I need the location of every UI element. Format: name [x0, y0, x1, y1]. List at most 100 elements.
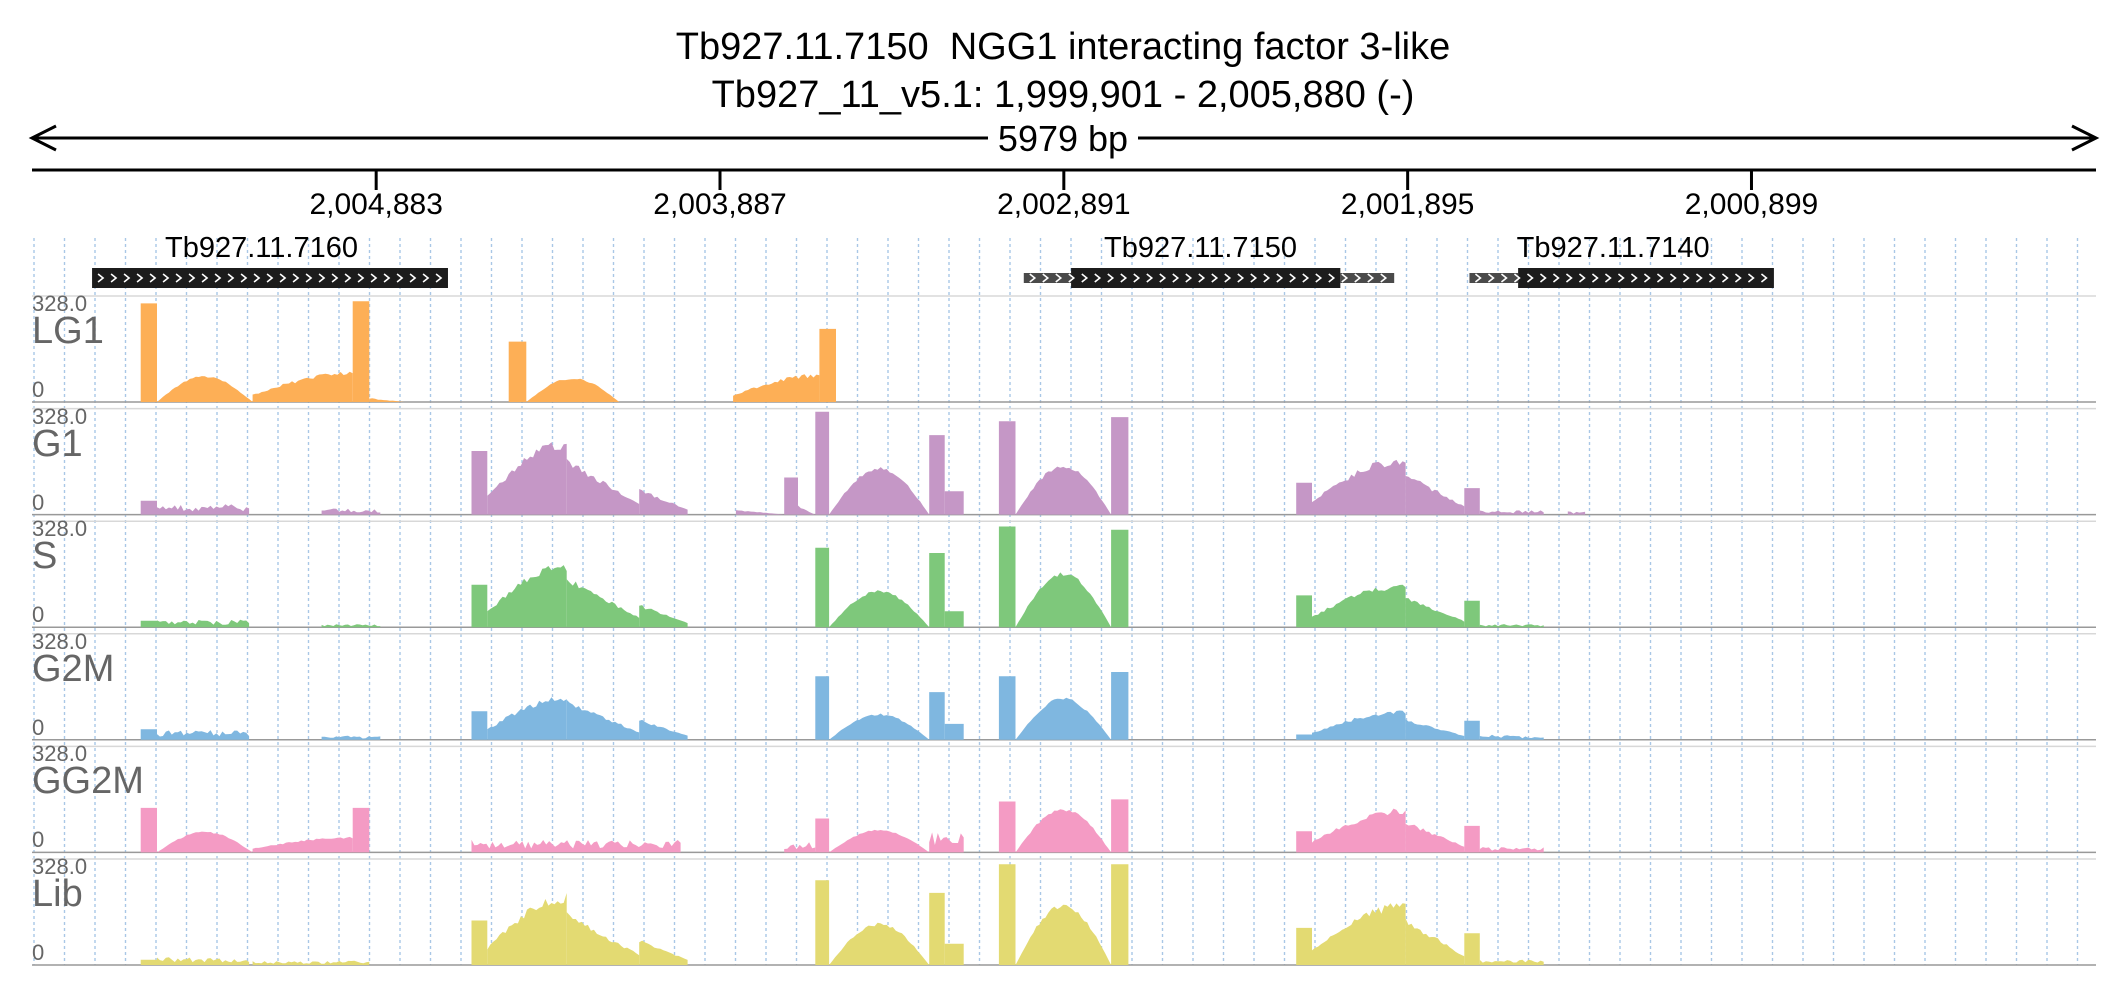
track-name: Lib	[32, 873, 83, 915]
track-min-label: 0	[32, 602, 45, 628]
strand-chevron	[97, 273, 105, 283]
coverage-bar	[929, 832, 964, 853]
track-min-label: 0	[32, 940, 45, 965]
strand-chevron	[1526, 273, 1534, 283]
coverage-bar	[1464, 600, 1480, 628]
coverage-bar	[639, 605, 688, 628]
strand-chevron	[1630, 273, 1638, 283]
coverage-bar	[998, 801, 1016, 853]
coverage-bar	[1479, 959, 1544, 965]
coverage-bar	[815, 818, 830, 853]
strand-chevron	[1159, 273, 1167, 283]
coverage-bar	[944, 491, 964, 515]
coverage-bar	[508, 341, 527, 402]
strand-chevron	[1617, 273, 1625, 283]
strand-chevron	[1513, 273, 1521, 283]
coverage-bar	[1567, 511, 1586, 515]
coverage-bar	[487, 442, 567, 515]
strand-chevron	[1669, 273, 1677, 283]
strand-chevron	[1643, 273, 1651, 283]
strand-chevron	[1708, 273, 1716, 283]
coverage-bar	[1464, 825, 1480, 853]
gene-model[interactable]	[1023, 268, 1395, 288]
coverage-bar	[929, 892, 945, 965]
strand-chevron	[227, 273, 235, 283]
gene-label[interactable]: Tb927.11.7150	[1103, 232, 1297, 264]
gene-label[interactable]: Tb927.11.7140	[1516, 232, 1710, 264]
cds-block	[1518, 268, 1774, 288]
strand-chevron	[344, 273, 352, 283]
coverage-bar	[829, 590, 930, 628]
strand-chevron	[318, 273, 326, 283]
coverage-bar	[1479, 624, 1544, 628]
strand-chevron	[1029, 273, 1037, 283]
gene-model[interactable]	[1469, 268, 1774, 288]
track-name: LG1	[32, 310, 104, 352]
track-name: S	[32, 535, 58, 578]
strand-chevron	[1042, 273, 1050, 283]
strand-chevron	[279, 273, 287, 283]
coverage-bar	[1111, 417, 1129, 515]
strand-chevron	[1552, 273, 1560, 283]
track-max-label: 328.0	[32, 291, 88, 316]
strand-chevron	[370, 273, 378, 283]
coverage-bar	[1479, 510, 1544, 515]
coverage-bar	[944, 723, 964, 740]
coverage-bar	[798, 505, 816, 515]
gene-model[interactable]	[92, 268, 448, 288]
strand-chevron	[1133, 273, 1141, 283]
strand-chevron	[1500, 273, 1508, 283]
coverage-bar	[1312, 459, 1406, 515]
coverage-bar	[471, 451, 488, 515]
strand-chevron	[201, 273, 209, 283]
track-max-label: 328.0	[32, 403, 88, 429]
strand-chevron	[1760, 273, 1768, 283]
coverage-bar	[1479, 734, 1544, 740]
span-arrow-right-head	[2071, 124, 2100, 152]
coverage-bar	[829, 467, 930, 515]
strand-chevron	[409, 273, 417, 283]
coverage-bar	[157, 957, 250, 965]
coverage-bar	[157, 831, 253, 853]
track-max-label: 328.0	[32, 854, 88, 879]
coverage-bar	[784, 477, 798, 515]
gridlines	[33, 238, 2079, 965]
coverage-bar	[352, 807, 370, 853]
strand-chevron	[396, 273, 404, 283]
strand-chevron	[1237, 273, 1245, 283]
ruler-tick-label: 2,004,883	[309, 188, 443, 221]
coverage-bar	[944, 943, 964, 965]
coverage-bar	[944, 611, 964, 628]
coverage-bar	[566, 912, 640, 965]
coverage-bar	[998, 526, 1016, 628]
strand-chevron	[1695, 273, 1703, 283]
coverage-track-g1	[32, 407, 2096, 516]
track-max-label: 328.0	[32, 516, 88, 542]
strand-chevron	[1055, 273, 1063, 283]
track-name: GG2M	[32, 760, 144, 803]
coverage-bar	[140, 620, 157, 628]
coverage-track-gg2m	[32, 745, 2096, 854]
strand-chevron	[1721, 273, 1729, 283]
coverage-bar	[1464, 933, 1480, 965]
strand-chevron	[1354, 273, 1362, 283]
coverage-bar	[815, 547, 830, 628]
coverage-bar	[815, 411, 830, 515]
coverage-bar	[1312, 584, 1406, 628]
locus-coordinates: Tb927_11_v5.1: 1,999,901 - 2,005,880 (-)	[711, 74, 1415, 116]
coverage-bar	[526, 378, 620, 402]
coverage-bar	[1296, 595, 1312, 628]
coverage-bar	[471, 839, 681, 853]
coverage-bar	[471, 711, 488, 740]
coverage-bar	[929, 553, 945, 628]
strand-chevron	[1367, 273, 1375, 283]
coverage-bar	[252, 960, 370, 965]
strand-chevron	[1328, 273, 1336, 283]
track-min-label: 0	[32, 827, 45, 853]
coverage-bar	[566, 579, 640, 628]
gene-label[interactable]: Tb927.11.7160	[165, 232, 358, 264]
coverage-bar	[784, 842, 816, 853]
strand-chevron	[1747, 273, 1755, 283]
